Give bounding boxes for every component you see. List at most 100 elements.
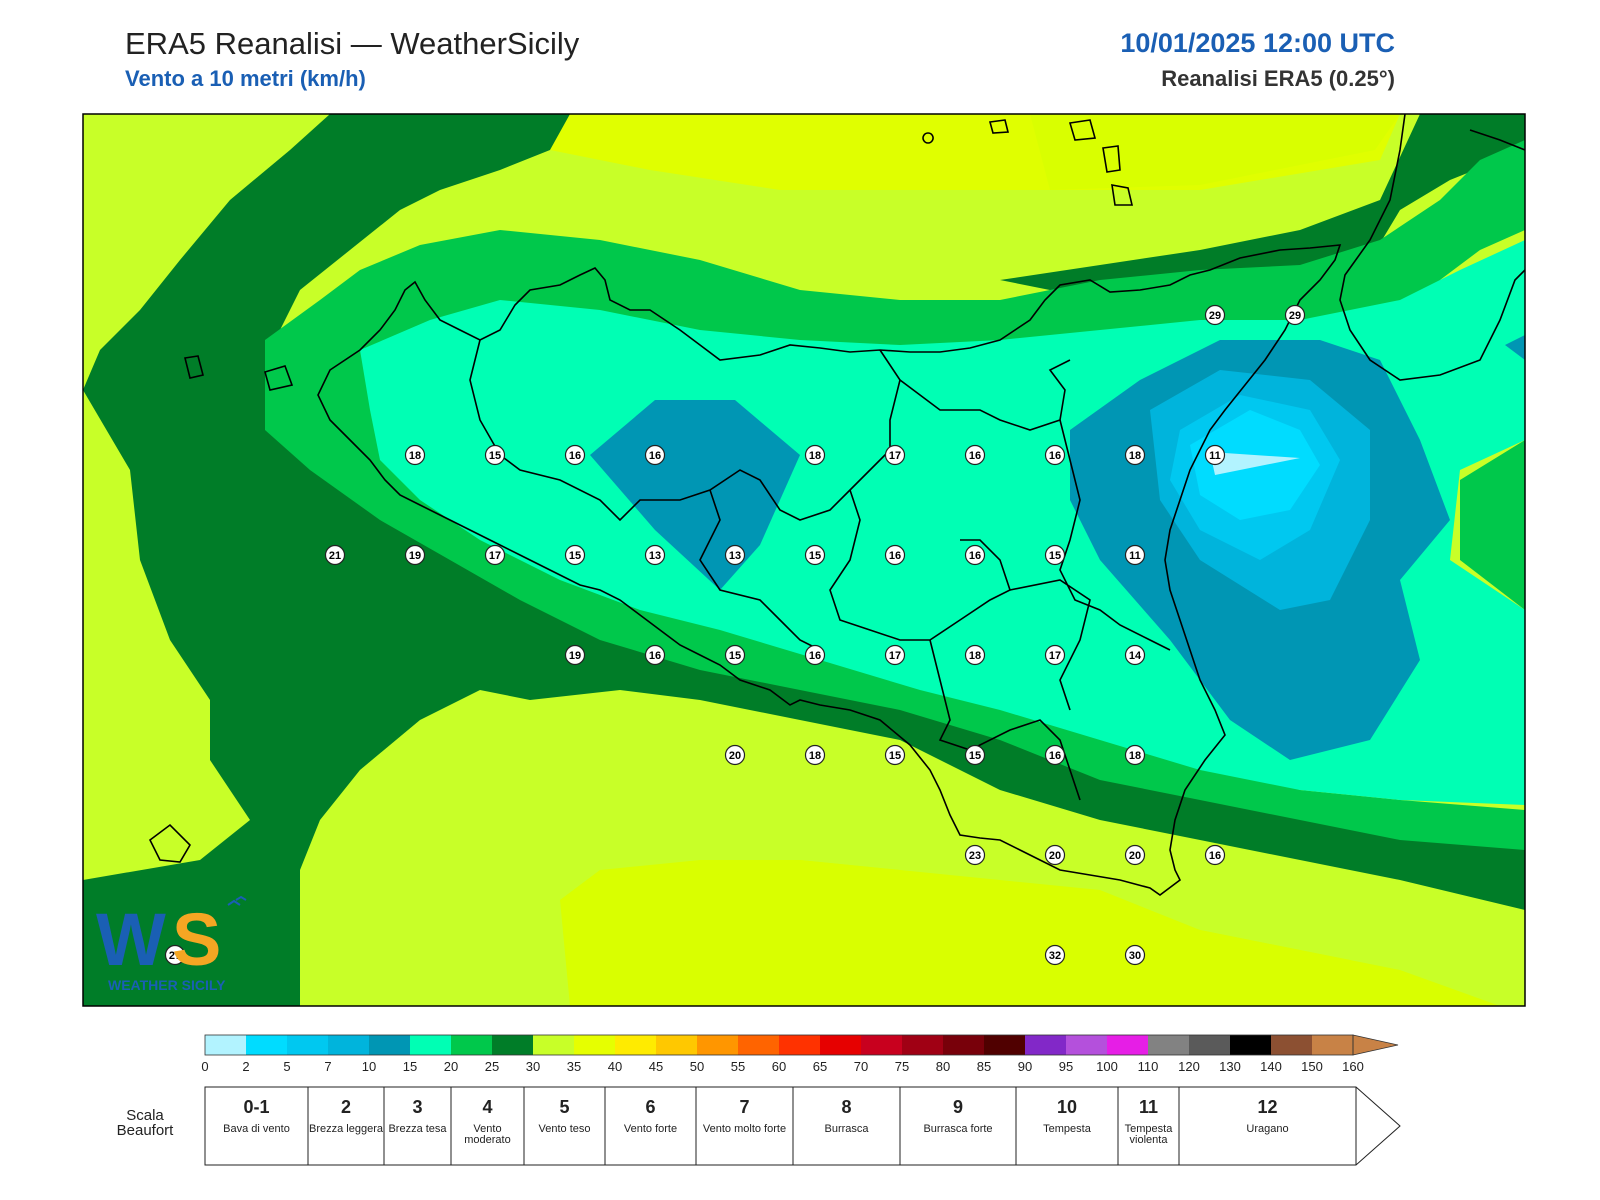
beaufort-cell: 4 Vento moderato [451,1087,524,1165]
station-value: 18 [809,450,821,462]
beaufort-cell: 5 Vento teso [524,1087,605,1165]
station-marker: 17 [884,444,906,466]
beaufort-number: 6 [645,1097,656,1117]
station-circle [964,744,986,766]
map-frame [82,113,1526,1007]
beaufort-cell: 8 Burrasca [793,1087,900,1165]
colorbar-swatch [1271,1035,1312,1055]
station-marker: 13 [644,544,666,566]
colorbar-tick: 110 [1138,1059,1159,1074]
station-value: 13 [729,550,741,562]
station-circle [804,544,826,566]
station-circle [324,544,346,566]
logo-letter-s: S [172,898,221,981]
station-value: 16 [1209,850,1221,862]
station-circle [804,444,826,466]
colorbar-swatch [1025,1035,1066,1055]
beaufort-number: 3 [412,1097,423,1117]
station-value: 16 [889,550,901,562]
station-marker: 17 [484,544,506,566]
station-value: 18 [1129,750,1141,762]
station-marker: 15 [724,644,746,666]
map-title: ERA5 Reanalisi — WeatherSicily [125,26,580,61]
colorbar-swatch [615,1035,656,1055]
beaufort-label: Scala Beaufort [116,1107,174,1139]
beaufort-name: Vento teso [538,1123,591,1135]
colorbar-overflow-arrow [1352,1034,1399,1056]
station-value: 15 [1049,550,1061,562]
beaufort-number: 4 [482,1097,493,1117]
station-circle [1044,744,1066,766]
station-circle [1124,844,1146,866]
colorbar-tick-labels: 0 2 5 7 10 15 20 25 30 35 40 45 50 55 60 65 70 75 80 85 90 95… [201,1059,1363,1074]
colorbar-swatch [1107,1035,1148,1055]
station-value: 16 [649,650,661,662]
station-value: 29 [1289,310,1301,322]
colorbar-tick: 120 [1178,1059,1200,1074]
station-circle [404,544,426,566]
station-marker: 15 [564,544,586,566]
colorbar-tick: 40 [608,1059,622,1074]
station-marker: 16 [564,444,586,466]
station-marker: 11 [1204,444,1226,466]
station-circle [964,844,986,866]
station-marker: 17 [1044,644,1066,666]
beaufort-name: Uragano [1246,1123,1289,1135]
station-marker: 11 [1124,544,1146,566]
beaufort-name: Bava di vento [223,1123,290,1135]
station-circle [884,544,906,566]
station-value: 19 [409,550,421,562]
station-value: 16 [649,450,661,462]
station-circle [1044,644,1066,666]
station-marker: 27 [164,944,186,966]
station-circle [1044,444,1066,466]
station-value: 32 [1049,950,1061,962]
station-value: 16 [1049,750,1061,762]
station-circle [724,644,746,666]
station-circle [564,544,586,566]
colorbar-tick: 75 [895,1059,909,1074]
beaufort-name: Burrasca forte [923,1123,993,1135]
station-circle [1124,744,1146,766]
station-marker: 14 [1124,644,1146,666]
station-value: 16 [1049,450,1061,462]
station-circle [644,644,666,666]
colorbar-tick: 65 [813,1059,827,1074]
station-value: 15 [569,550,581,562]
colorbar-swatch [1189,1035,1230,1055]
station-marker: 29 [1284,304,1306,326]
colorbar-swatches [204,1034,1399,1056]
beaufort-name: Brezza leggera [309,1123,383,1135]
colorbar-swatch [656,1035,697,1055]
station-circle [1044,544,1066,566]
colorbar-swatch [697,1035,738,1055]
colorbar-tick: 90 [1018,1059,1032,1074]
station-value: 15 [729,650,741,662]
station-value: 11 [1209,450,1221,462]
station-value: 27 [169,950,181,962]
colorbar-tick: 100 [1096,1059,1118,1074]
station-value: 17 [489,550,501,562]
station-circle [1044,844,1066,866]
station-value: 20 [729,750,741,762]
beaufort-cell: 11 Tempesta violenta [1118,1087,1179,1165]
beaufort-cell: 2 Brezza leggera [308,1087,384,1165]
colorbar-tick: 85 [977,1059,991,1074]
station-marker: 15 [1044,544,1066,566]
colorbar-outline [204,1034,1354,1056]
station-marker: 15 [884,744,906,766]
station-value: 18 [809,750,821,762]
station-circle [724,544,746,566]
station-circle [804,744,826,766]
beaufort-cell: 12 Uragano [1179,1087,1356,1165]
station-marker: 20 [1124,844,1146,866]
station-marker: 16 [804,644,826,666]
beaufort-number: 5 [559,1097,570,1117]
colorbar-swatch [984,1035,1025,1055]
colorbar-swatch [328,1035,369,1055]
station-value: 15 [889,750,901,762]
wind-contours [83,114,1525,1006]
colorbar-swatch [451,1035,492,1055]
colorbar-swatch [533,1035,574,1055]
